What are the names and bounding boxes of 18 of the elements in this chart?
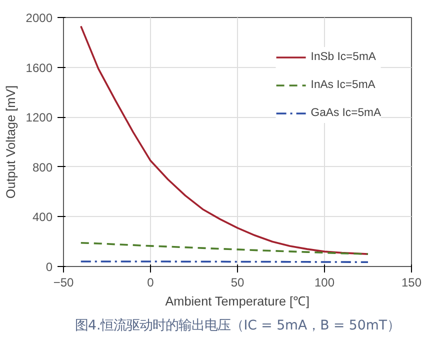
y-axis-title: Output Voltage [mV]	[4, 85, 18, 199]
x-axis-title: Ambient Temperature [℃]	[165, 294, 310, 308]
y-tick-label: 1600	[26, 60, 53, 75]
legend-label: InAs Ic=5mA	[310, 79, 376, 91]
y-tick-label: 2000	[26, 11, 53, 25]
x-tick-label: 0	[147, 276, 154, 290]
x-tick-label: 150	[401, 276, 422, 290]
x-tick-label: −50	[53, 276, 74, 290]
x-tick-label: 50	[230, 276, 244, 290]
y-tick-label: 0	[46, 260, 53, 274]
line-series	[80, 242, 369, 255]
y-tick-label: 1200	[26, 110, 53, 125]
y-tick-label: 400	[32, 210, 53, 224]
legend-label: InSb Ic=5mA	[310, 51, 376, 63]
caption: 图4.恒流驱动时的输出电压（IC = 5mA，B = 50mT）	[74, 318, 400, 334]
x-tick-label: 100	[314, 276, 335, 290]
y-tick-label: 800	[32, 160, 53, 174]
legend-label: GaAs Ic=5mA	[310, 107, 381, 119]
